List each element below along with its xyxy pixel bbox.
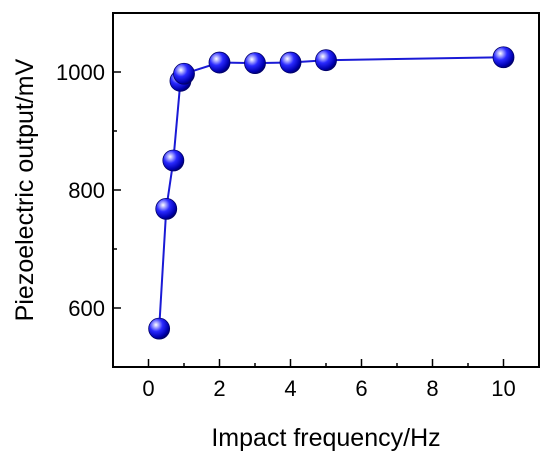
x-axis-ticks: 0 2 4 6 8 10 (112, 359, 540, 401)
x-tick-label: 0 (142, 376, 154, 401)
data-point (148, 317, 171, 340)
y-axis-title: Piezoelectric output/mV (11, 58, 39, 321)
data-point (208, 51, 231, 74)
x-tick-label: 4 (284, 376, 296, 401)
data-point (155, 197, 178, 220)
data-point (315, 49, 337, 72)
data-point (173, 62, 195, 85)
y-axis-ticks: 600 800 1000 (56, 12, 121, 368)
data-point (162, 149, 185, 172)
series-line (158, 56, 504, 329)
y-tick-label: 800 (68, 178, 105, 203)
x-axis-title: Impact frequency/Hz (211, 424, 440, 452)
x-tick-label: 2 (213, 376, 225, 401)
data-point (279, 51, 302, 74)
y-tick-label: 1000 (56, 60, 105, 85)
y-tick-label: 600 (68, 296, 105, 321)
x-tick-label: 10 (491, 376, 515, 401)
x-tick-label: 8 (426, 376, 438, 401)
series-layer (148, 46, 515, 340)
x-tick-label: 6 (355, 376, 367, 401)
data-point (492, 46, 515, 69)
data-point (244, 52, 266, 75)
